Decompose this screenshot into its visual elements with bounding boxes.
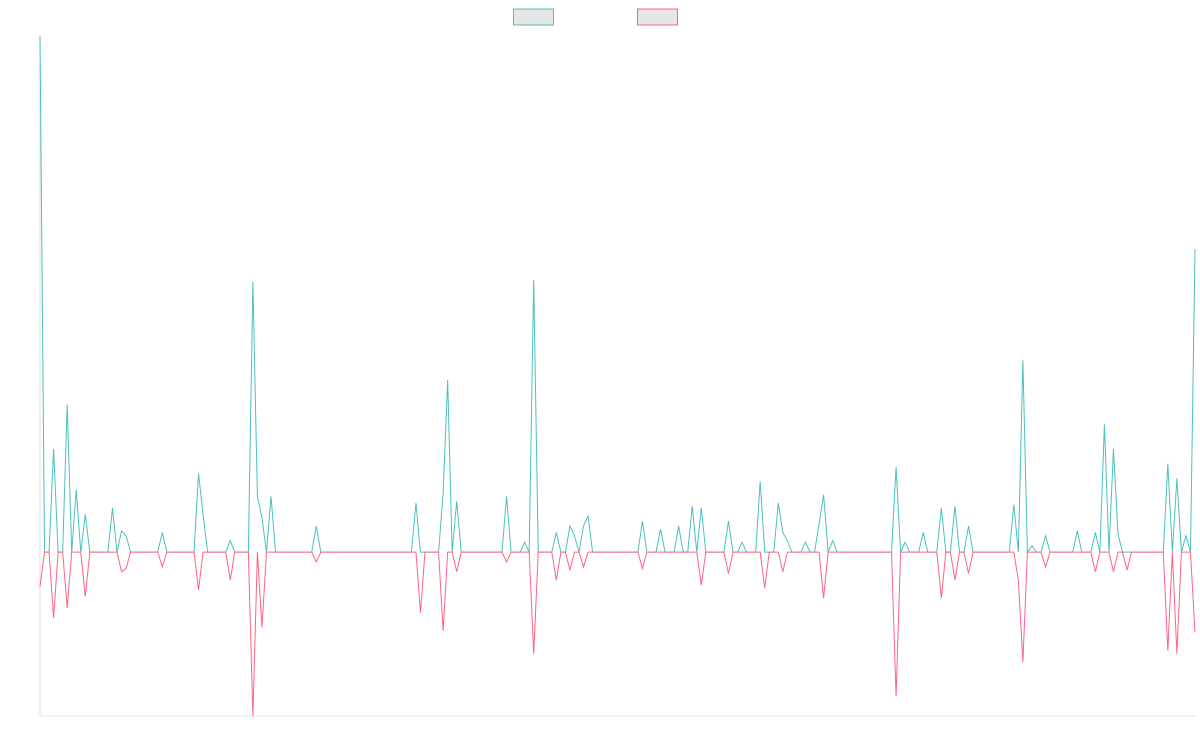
legend-swatch	[513, 8, 554, 26]
legend	[513, 8, 678, 26]
series-line	[39, 551, 1196, 717]
plot-area	[39, 35, 1196, 717]
legend-swatch	[637, 8, 678, 26]
series-line	[39, 35, 1196, 554]
